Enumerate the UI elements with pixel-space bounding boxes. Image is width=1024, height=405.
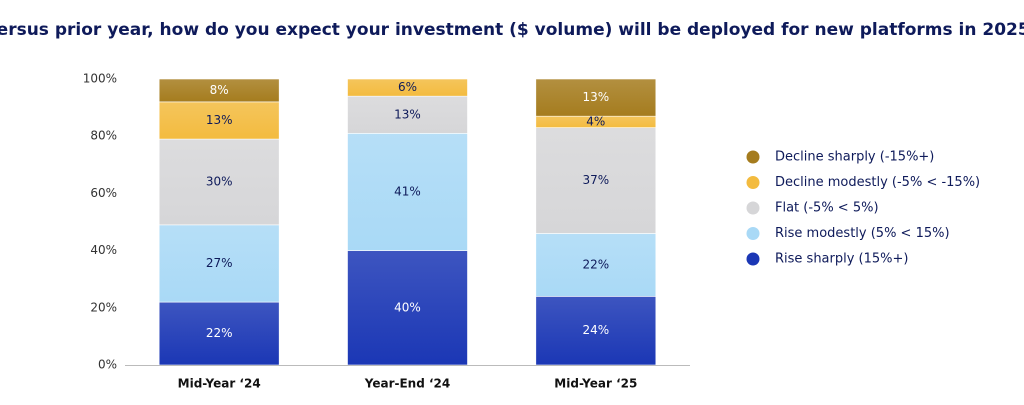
legend-label: Rise sharply (15%+) (775, 252, 909, 267)
data-label: 37% (582, 173, 609, 187)
data-label: 40% (394, 300, 421, 314)
bar-segment (347, 133, 468, 251)
legend-marker (746, 150, 760, 164)
legend-label: Rise modestly (5% < 15%) (775, 226, 950, 241)
y-tick-label: 0% (98, 358, 117, 372)
legend-label: Decline sharply (-15%+) (775, 150, 934, 165)
legend-label: Decline modestly (-5% < -15%) (775, 175, 980, 190)
data-label: 8% (210, 83, 229, 97)
bar-segment (158, 78, 280, 103)
legend-marker (746, 227, 760, 240)
data-label: 13% (394, 107, 421, 121)
y-tick-label: 80% (90, 129, 117, 143)
data-label: 22% (582, 257, 609, 271)
data-label: 13% (582, 90, 609, 104)
chart-title: Versus prior year, how do you expect you… (0, 20, 1024, 40)
bar-segment (158, 224, 280, 303)
data-label: 13% (206, 113, 233, 127)
data-label: 27% (206, 256, 233, 270)
y-tick-label: 20% (90, 300, 117, 314)
x-tick-label: Mid-Year ‘25 (554, 377, 637, 391)
bar-segment (535, 78, 657, 117)
bar-segment (347, 78, 468, 97)
legend-label: Flat (-5% < 5%) (775, 201, 879, 216)
bar-segment (158, 138, 280, 226)
x-tick-label: Year-End ‘24 (364, 377, 451, 391)
data-label: 24% (582, 323, 609, 337)
y-tick-label: 40% (90, 243, 117, 257)
bar-segment (535, 127, 657, 234)
y-tick-label: 60% (90, 186, 117, 200)
legend-marker (746, 176, 760, 189)
legend-marker (746, 201, 760, 215)
data-label: 41% (394, 184, 421, 198)
bar-segment (535, 296, 657, 366)
y-tick-label: 100% (83, 72, 117, 86)
data-label: 22% (206, 326, 233, 340)
x-tick-label: Mid-Year ‘24 (178, 377, 261, 391)
data-label: 6% (398, 80, 417, 94)
data-label: 4% (586, 114, 605, 128)
legend-marker (746, 252, 760, 266)
data-label: 30% (206, 174, 233, 188)
